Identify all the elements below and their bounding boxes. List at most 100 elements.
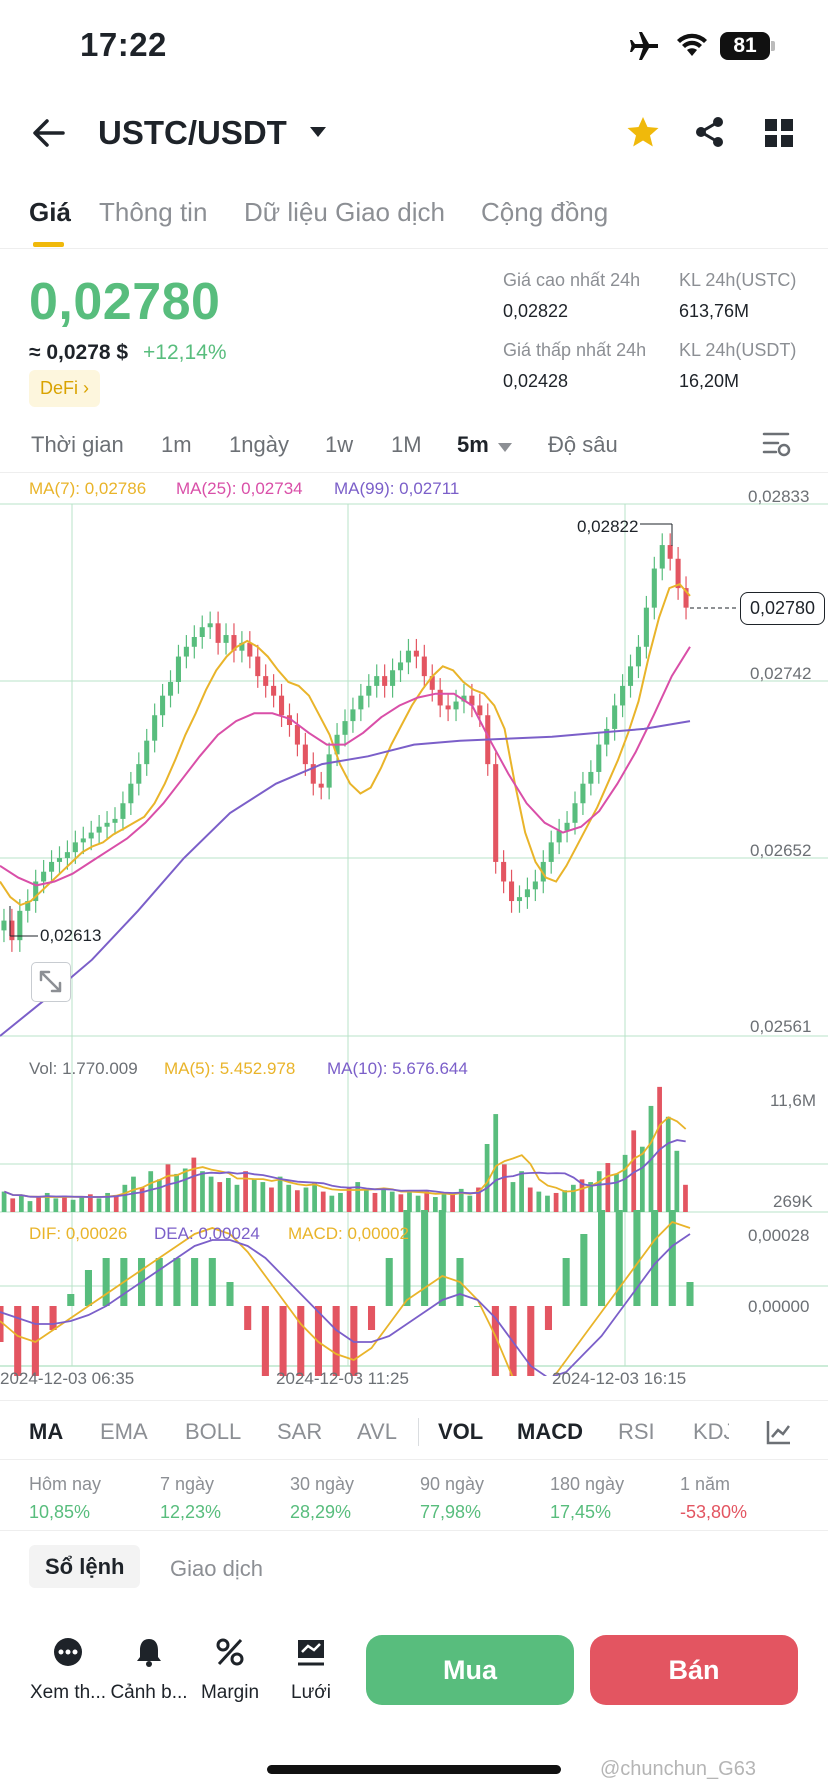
interval-1w[interactable]: 1w bbox=[325, 432, 354, 457]
indicator-tab-kdj[interactable]: KDJ bbox=[693, 1419, 729, 1444]
vol-base-label: KL 24h(USTC) bbox=[679, 270, 797, 290]
volume-bar bbox=[476, 1187, 481, 1212]
candle-body bbox=[509, 881, 515, 902]
chart-divider bbox=[0, 1400, 828, 1401]
indicator-tab-ema[interactable]: EMA bbox=[100, 1419, 148, 1444]
volume-bar bbox=[251, 1179, 257, 1212]
high-24h-label: Giá cao nhất 24h bbox=[503, 270, 641, 290]
macd-histogram-bar bbox=[474, 1306, 482, 1307]
candle-body bbox=[80, 838, 86, 843]
volume-bar bbox=[165, 1164, 171, 1212]
volume-bar bbox=[44, 1192, 50, 1212]
buy-button[interactable]: Mua bbox=[366, 1635, 574, 1705]
candle-body bbox=[421, 656, 427, 677]
candle-body bbox=[604, 728, 610, 745]
share-icon[interactable] bbox=[694, 116, 726, 148]
indicator-tab-rsi[interactable]: RSI bbox=[618, 1419, 655, 1444]
candle-body bbox=[627, 666, 634, 686]
volume-bar bbox=[217, 1182, 223, 1212]
volume-bar bbox=[579, 1179, 585, 1212]
tab-trades[interactable]: Giao dịch bbox=[170, 1556, 263, 1581]
expand-chart-button[interactable] bbox=[31, 962, 71, 1002]
star-icon[interactable] bbox=[626, 116, 660, 148]
indicator-tab-vol[interactable]: VOL bbox=[438, 1419, 484, 1444]
interval-depth[interactable]: Độ sâu bbox=[548, 432, 618, 457]
alert-button[interactable] bbox=[107, 1636, 191, 1676]
volume-bar bbox=[527, 1187, 533, 1212]
candle-body bbox=[326, 754, 332, 788]
candle-body bbox=[366, 685, 372, 696]
chart-settings-icon[interactable] bbox=[762, 430, 792, 458]
macd-histogram-bar bbox=[261, 1306, 269, 1376]
interval-1M[interactable]: 1M bbox=[391, 432, 422, 457]
vol-ma10-legend: MA(10): 5.676.644 bbox=[327, 1059, 468, 1078]
macd-histogram-bar bbox=[633, 1210, 641, 1306]
volume-bar bbox=[182, 1168, 188, 1212]
indicator-tab-avl[interactable]: AVL bbox=[357, 1419, 397, 1444]
performance-label: 7 ngày bbox=[160, 1474, 215, 1494]
macd-histogram-bar bbox=[544, 1306, 552, 1330]
performance-label: 30 ngày bbox=[290, 1474, 355, 1494]
margin-button[interactable] bbox=[188, 1636, 272, 1676]
home-indicator[interactable] bbox=[267, 1765, 561, 1774]
pair-title[interactable]: USTC/USDT bbox=[98, 114, 287, 151]
tab-community[interactable]: Cộng đồng bbox=[481, 197, 609, 227]
indicator-tab-boll[interactable]: BOLL bbox=[185, 1419, 242, 1444]
airplane-icon bbox=[630, 32, 658, 60]
candle-body bbox=[191, 637, 197, 647]
volume-bar bbox=[415, 1195, 421, 1212]
margin-label: Margin bbox=[200, 1682, 260, 1703]
candle-body bbox=[588, 771, 594, 784]
volume-bar bbox=[407, 1190, 412, 1212]
volume-bar bbox=[665, 1116, 671, 1212]
candle-body bbox=[175, 656, 181, 682]
volume-bar bbox=[484, 1144, 490, 1212]
more-button[interactable] bbox=[26, 1636, 110, 1676]
back-arrow-icon[interactable] bbox=[32, 118, 66, 148]
sell-button[interactable]: Bán bbox=[590, 1635, 798, 1705]
volume-bar bbox=[605, 1163, 611, 1212]
ma99-legend: MA(99): 0,02711 bbox=[334, 479, 460, 498]
layout-grid-icon[interactable] bbox=[764, 118, 794, 148]
indicator-tab-sar[interactable]: SAR bbox=[277, 1419, 323, 1444]
candle-body bbox=[445, 705, 451, 710]
defi-tag[interactable]: DeFi › bbox=[29, 370, 101, 407]
interval-1day[interactable]: 1ngày bbox=[229, 432, 289, 457]
macd-histogram-bar bbox=[385, 1258, 393, 1306]
candle-body bbox=[112, 818, 118, 823]
indicator-settings-icon[interactable] bbox=[765, 1418, 793, 1446]
volume-bar bbox=[381, 1188, 386, 1212]
price-chart[interactable] bbox=[0, 476, 828, 1376]
volume-bar bbox=[70, 1199, 76, 1212]
grid-bot-button[interactable] bbox=[269, 1636, 353, 1676]
candle-body bbox=[96, 826, 102, 833]
tab-info[interactable]: Thông tin bbox=[99, 197, 208, 227]
candle-body bbox=[596, 744, 602, 772]
tab-orderbook[interactable]: Sổ lệnh bbox=[29, 1545, 141, 1588]
candle-body bbox=[469, 695, 475, 706]
interval-5m[interactable]: 5m bbox=[457, 432, 489, 457]
candle-body bbox=[302, 744, 308, 765]
macd-histogram-bar bbox=[244, 1306, 252, 1330]
time-axis-label: 2024-12-03 11:25 bbox=[276, 1369, 409, 1388]
ma7-line bbox=[0, 583, 691, 907]
tab-price[interactable]: Giá bbox=[29, 197, 71, 227]
candle-body bbox=[342, 721, 348, 735]
volume-bar bbox=[10, 1198, 16, 1212]
volume-bar bbox=[570, 1184, 576, 1212]
interval-time[interactable]: Thời gian bbox=[31, 432, 124, 457]
candle-body bbox=[429, 676, 435, 690]
interval-1m[interactable]: 1m bbox=[161, 432, 192, 457]
interval-caret-icon[interactable] bbox=[497, 442, 513, 453]
volume-bar bbox=[200, 1171, 205, 1212]
indicator-tab-ma[interactable]: MA bbox=[29, 1419, 64, 1444]
candle-body bbox=[120, 803, 126, 819]
candle-body bbox=[9, 920, 15, 941]
candle-body bbox=[41, 871, 47, 882]
performance-value: 17,45% bbox=[550, 1502, 612, 1522]
volume-bar bbox=[536, 1191, 542, 1212]
indicator-tab-macd[interactable]: MACD bbox=[517, 1419, 583, 1444]
candle-body bbox=[437, 689, 443, 706]
tab-trading-data[interactable]: Dữ liệu Giao dịch bbox=[244, 197, 445, 227]
caret-down-icon[interactable] bbox=[308, 125, 328, 139]
